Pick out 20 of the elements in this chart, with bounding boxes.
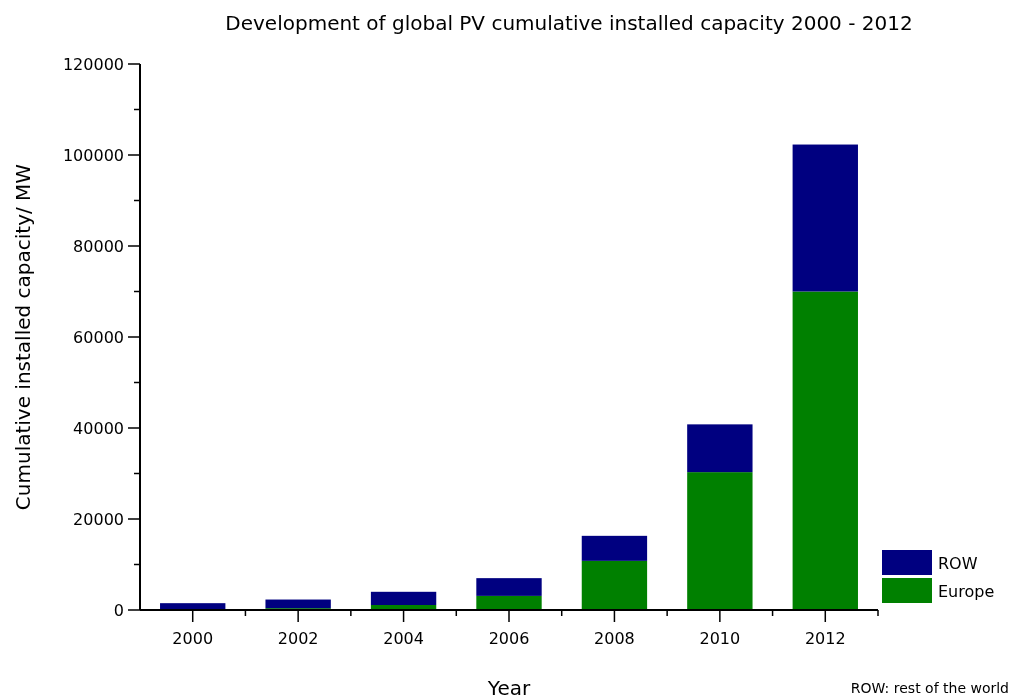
- y-tick-label: 40000: [73, 418, 124, 438]
- y-tick-label: 0: [113, 600, 124, 620]
- legend-label: Europe: [938, 581, 995, 601]
- x-tick-label: 2010: [699, 629, 741, 648]
- x-tick-label: 2006: [488, 629, 530, 648]
- x-tick-label: 2004: [383, 629, 424, 648]
- y-tick-label: 60000: [73, 327, 124, 347]
- x-axis-title: Year: [486, 676, 531, 699]
- chart-title: Development of global PV cumulative installed capacity 2000 - 2012: [225, 11, 913, 35]
- x-tick-label: 2012: [804, 629, 846, 648]
- x-tick-label: 2008: [594, 629, 635, 648]
- x-tick-label: 2002: [277, 629, 319, 648]
- text: ROW: rest of the world: [850, 680, 1009, 696]
- y-tick-label: 20000: [73, 509, 124, 529]
- y-tick-label: 80000: [73, 236, 124, 256]
- y-tick-label: 100000: [62, 145, 124, 165]
- y-axis-title: Cumulative installed capacity/ MW: [11, 163, 35, 511]
- legend-label: ROW: [938, 553, 978, 573]
- x-tick-label: 2000: [172, 629, 214, 648]
- y-tick-label: 120000: [62, 54, 124, 74]
